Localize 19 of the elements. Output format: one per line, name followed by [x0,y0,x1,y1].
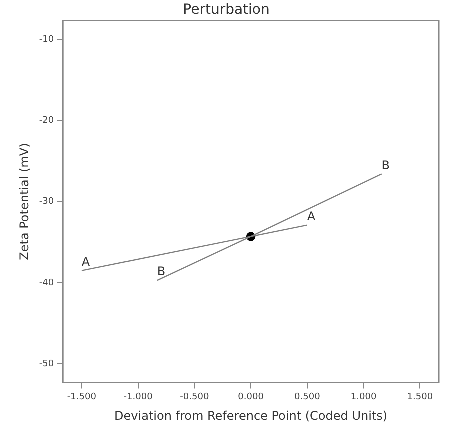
y-axis-title: Zeta Potential (mV) [17,143,32,260]
text: B [382,158,390,172]
y-tick-label: -50 [39,359,54,370]
y-tick-label: -10 [39,34,54,45]
x-axis-title: Deviation from Reference Point (Coded Units) [114,408,388,423]
x-tick-label: -0.500 [180,392,210,403]
series-label: A [82,254,91,269]
series-label: B [157,264,166,279]
y-tick-label: -40 [39,278,54,288]
x-tick-label: 0.000 [238,392,264,403]
x-tick-label: -1.000 [124,392,154,403]
y-tick-label: -20 [39,116,54,126]
x-tick-label: 1.000 [350,392,377,403]
text: A [307,209,316,224]
x-tick-label: 1.500 [407,392,434,403]
y-tick-label: -30 [39,197,54,208]
x-tick-label: 0.500 [294,392,321,403]
chart-title: Perturbation [183,2,270,18]
x-tick-label: -1.500 [67,392,97,403]
